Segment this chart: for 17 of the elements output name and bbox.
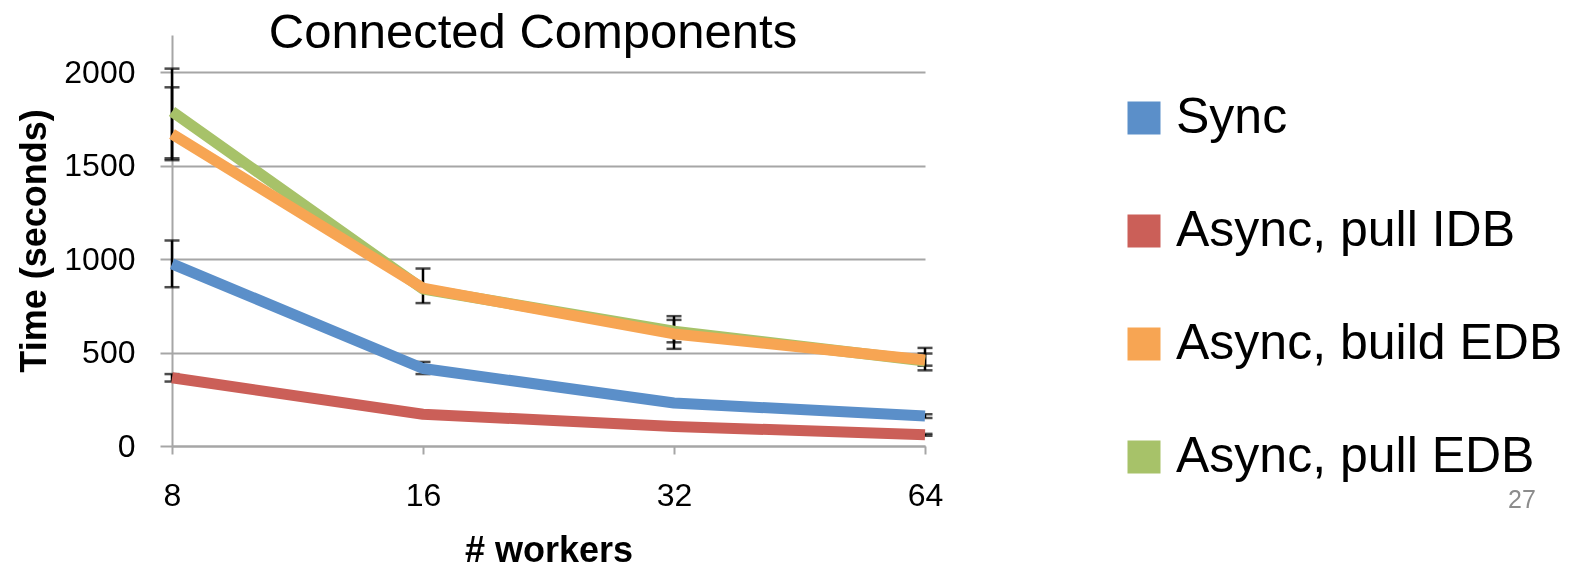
y-tick-label: 500 [82, 334, 136, 371]
y-tick-label: 1500 [64, 147, 136, 184]
y-tick-label: 1000 [64, 240, 136, 277]
x-tick-label: 64 [907, 476, 944, 513]
x-tick-label: 8 [163, 476, 182, 513]
legend-label: Async, pull EDB [1176, 427, 1535, 483]
y-axis-title: Time (seconds) [13, 109, 55, 373]
y-tick-label: 2000 [64, 53, 136, 90]
text: 27 [1508, 485, 1536, 513]
x-tick-label: 16 [405, 476, 442, 513]
legend-label: Async, build EDB [1176, 314, 1563, 370]
chart-title: Connected Components [268, 4, 798, 58]
x-axis-title: # workers [464, 528, 634, 568]
x-tick-label: 32 [656, 476, 693, 513]
legend-label: Async, pull IDB [1176, 201, 1516, 257]
y-tick-label: 0 [117, 427, 136, 464]
legend-label: Sync [1176, 88, 1288, 144]
